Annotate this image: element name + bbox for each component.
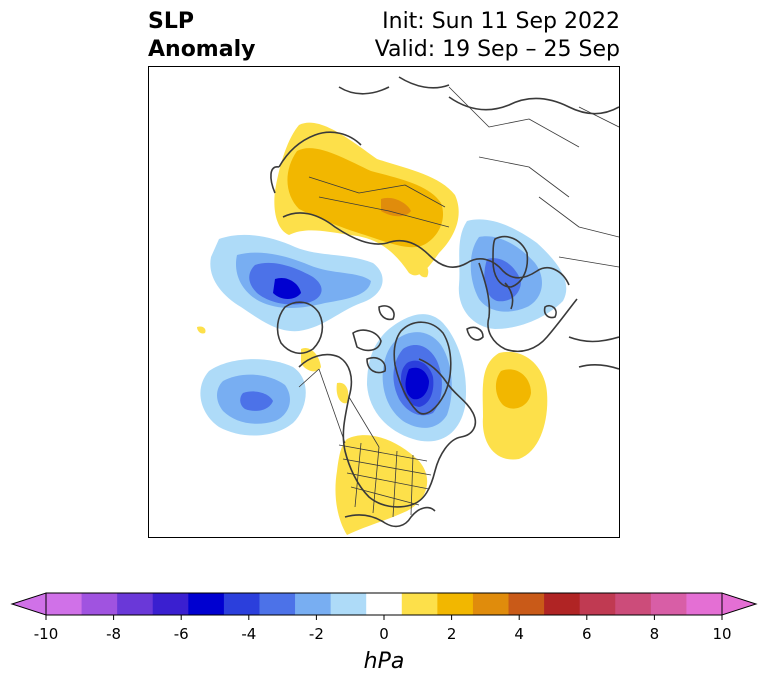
colorbar-tick-label: -2 <box>309 625 324 643</box>
colorbar-box <box>615 593 652 615</box>
colorbar-boxes <box>10 592 758 616</box>
colorbar-tick-label: -6 <box>174 625 189 643</box>
colorbar-tick-label: -4 <box>241 625 256 643</box>
title-line-slp: SLP <box>148 9 194 34</box>
colorbar: -10 -8 -6 -4 -2 0 2 4 6 8 10 hPa <box>10 592 758 674</box>
positive-anomaly-eurasia-peak <box>381 197 411 217</box>
coastline-east-asia <box>338 76 619 115</box>
colorbar-box <box>330 593 367 615</box>
positive-anomaly-small-4 <box>416 262 429 278</box>
colorbar-box <box>544 593 581 615</box>
colorbar-box <box>117 593 154 615</box>
init-date: Init: Sun 11 Sep 2022 <box>382 9 620 34</box>
colorbar-tick-label: 10 <box>712 625 731 643</box>
colorbar-box <box>437 593 474 615</box>
colorbar-box <box>81 593 118 615</box>
colorbar-box <box>401 593 438 615</box>
us-state-borders <box>338 442 432 518</box>
positive-anomaly-east-us <box>335 435 428 535</box>
negative-anomaly-bering-core <box>273 277 301 299</box>
negative-anomaly-greenland-core <box>405 367 429 400</box>
positive-anomaly-atlantic-core <box>495 369 531 409</box>
colorbar-box <box>152 593 189 615</box>
coastlines <box>270 76 619 528</box>
colorbar-box <box>472 593 510 615</box>
colorbar-box <box>508 593 545 615</box>
colorbar-box <box>686 593 723 615</box>
negative-anomaly-alaska-core <box>240 391 273 411</box>
coastline-alaska <box>276 301 324 355</box>
colorbar-box <box>366 593 403 615</box>
colorbar-tick-label: -8 <box>106 625 121 643</box>
colorbar-box <box>579 593 616 615</box>
coastline-greenland <box>393 321 452 415</box>
valid-range: Valid: 19 Sep – 25 Sep <box>374 37 620 62</box>
anomaly-map <box>148 66 620 538</box>
map-svg <box>197 76 619 535</box>
coastline-europe <box>478 262 578 353</box>
colorbar-box <box>259 593 296 615</box>
positive-anomaly-small-1 <box>301 347 321 372</box>
positive-anomaly-eurasia-inner <box>287 148 444 248</box>
coastline-scandinavia <box>492 235 529 288</box>
positive-anomaly-small-2 <box>336 382 349 404</box>
asia-borders <box>308 86 619 268</box>
colorbar-tick-label: 4 <box>514 625 524 643</box>
forecast-dates: Init: Sun 11 Sep 2022 Valid: 19 Sep – 25… <box>375 8 620 64</box>
colorbar-box <box>46 593 83 615</box>
colorbar-box <box>223 593 260 615</box>
colorbar-extend-min <box>10 592 47 616</box>
anomaly-shading <box>197 122 567 535</box>
canada-borders <box>298 368 380 448</box>
colorbar-tick-label: 6 <box>582 625 592 643</box>
colorbar-label: hPa <box>364 649 405 674</box>
coastline-arctic-islands <box>352 305 395 374</box>
colorbar-box <box>295 593 332 615</box>
colorbar-box <box>188 593 225 615</box>
colorbar-tick-label: 8 <box>650 625 660 643</box>
map-title: SLP Anomaly <box>148 8 255 64</box>
coastline-far-east <box>270 131 362 194</box>
coastline-mediterranean <box>568 336 619 370</box>
coastline-us-gulf <box>344 506 436 528</box>
colorbar-box <box>650 593 687 615</box>
colorbar-tick-label: 2 <box>447 625 457 643</box>
coastline-uk-iceland <box>466 304 557 341</box>
positive-anomaly-small-3 <box>197 326 206 334</box>
coastline-eurasia <box>282 212 570 286</box>
colorbar-tick-label: -10 <box>34 625 59 643</box>
colorbar-extend-max <box>721 592 758 616</box>
colorbar-tick-label: 0 <box>379 625 389 643</box>
colorbar-ticks: -10 -8 -6 -4 -2 0 2 4 6 8 10 <box>34 615 732 643</box>
title-line-anomaly: Anomaly <box>148 37 256 62</box>
